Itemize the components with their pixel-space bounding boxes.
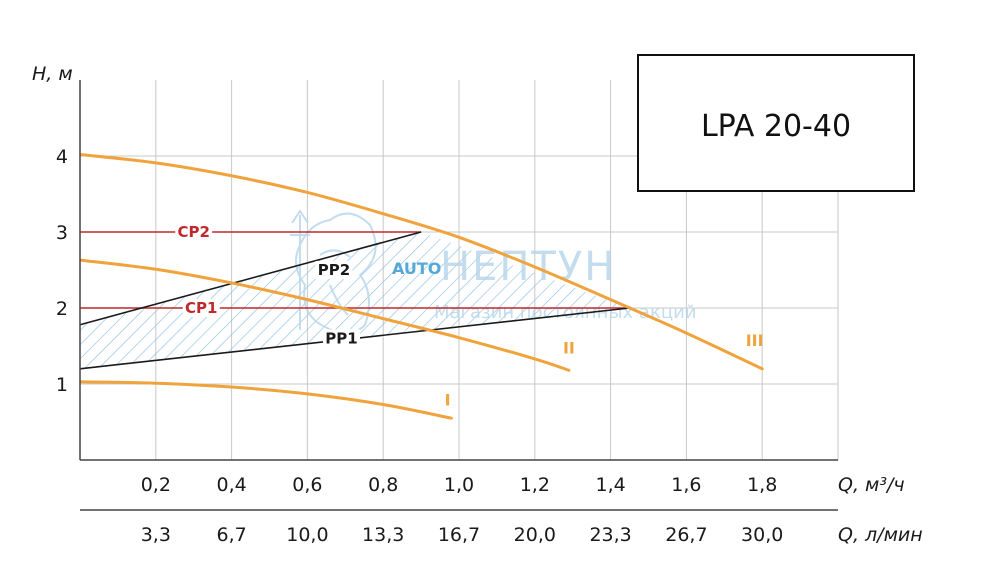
x-tick-label-lmin: 3,3 [141,524,171,546]
x-tick-label-m3h: 0,2 [141,474,171,496]
x-tick-label-lmin: 6,7 [216,524,246,546]
y-tick-label: 4 [56,146,68,168]
pp2-line [79,231,422,326]
x-tick-label-lmin: 23,3 [589,524,631,546]
x-tick-label-m3h: 0,8 [368,474,398,496]
x-tick-label-lmin: 10,0 [286,524,328,546]
x-axis-label-lmin: Q, л/мин [838,524,923,546]
pp2-label: PP2 [318,261,350,279]
curve-label-ii: II [563,339,575,358]
x-tick-label-m3h: 0,4 [216,474,246,496]
x-tick-label-m3h: 1,2 [520,474,550,496]
cp2-label: CP2 [177,223,209,241]
model-title: LPA 20-40 [701,109,851,144]
pp1-label-bg [323,329,361,348]
auto-label: AUTO [392,259,441,278]
x-tick-label-lmin: 16,7 [438,524,480,546]
curve-iii [80,152,764,371]
model-box [637,54,915,192]
tick-labels: 1 2 3 4 0,2 3,3 0,4 6,7 0,6 10,0 0,8 13,3 1,0 16,7 1,2… [56,146,783,546]
curve-ii [80,258,571,372]
y-tick-label: 2 [56,298,68,320]
pp2-label-bg [315,261,353,279]
x-tick-label-m3h: 1,8 [747,474,777,496]
x-tick-label-lmin: 13,3 [362,524,404,546]
x-tick-label-m3h: 0,6 [292,474,322,496]
performance-curves [80,152,764,420]
curve-i [80,380,453,420]
cp1-label-bg [182,299,220,317]
curve-label-iii: III [746,331,764,350]
x-tick-label-m3h: 1,4 [595,474,625,496]
y-tick-label: 1 [56,374,68,396]
watermark-title: НЕПТУН [440,244,616,290]
y-tick-label: 3 [56,222,68,244]
x-axis-label-m3h: Q, м³/ч [838,474,905,496]
cp2-label-bg [175,223,213,241]
x-tick-label-lmin: 20,0 [514,524,556,546]
x-tick-label-lmin: 26,7 [665,524,707,546]
auto-region [80,232,630,369]
pp1-label: PP1 [325,329,357,347]
x-tick-label-m3h: 1,0 [444,474,474,496]
cp1-label: CP1 [185,299,217,317]
x-tick-label-lmin: 30,0 [741,524,783,546]
curve-label-i: I [445,390,451,409]
x-tick-label-m3h: 1,6 [671,474,701,496]
y-axis-label: H, м [32,63,73,85]
